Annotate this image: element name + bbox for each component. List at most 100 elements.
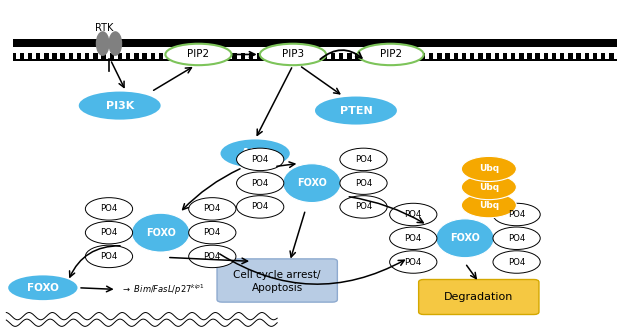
Ellipse shape — [389, 203, 437, 226]
Bar — [253, 47, 257, 59]
Ellipse shape — [85, 245, 133, 268]
Bar — [327, 47, 331, 59]
Ellipse shape — [165, 44, 231, 65]
Ellipse shape — [189, 221, 236, 244]
Text: PO4: PO4 — [100, 252, 118, 261]
Bar — [458, 47, 462, 59]
Text: PO4: PO4 — [404, 257, 422, 267]
Text: Ubq: Ubq — [479, 182, 499, 192]
Text: Ubq: Ubq — [479, 201, 499, 210]
Ellipse shape — [189, 198, 236, 220]
Bar — [597, 47, 601, 59]
Bar — [16, 47, 20, 59]
Text: FOXO: FOXO — [146, 228, 176, 238]
Bar — [425, 47, 429, 59]
Bar — [40, 47, 44, 59]
Ellipse shape — [85, 221, 133, 244]
Text: PO4: PO4 — [203, 204, 221, 214]
Bar — [286, 47, 290, 59]
Bar — [589, 47, 593, 59]
Bar — [302, 47, 306, 59]
Bar — [65, 47, 69, 59]
Bar — [229, 47, 232, 59]
Bar — [270, 47, 273, 59]
Bar — [13, 39, 617, 47]
Text: PO4: PO4 — [508, 257, 525, 267]
Bar — [212, 47, 216, 59]
Bar — [417, 47, 421, 59]
Bar — [278, 47, 282, 59]
Text: FOXO: FOXO — [450, 233, 480, 243]
Bar — [368, 47, 372, 59]
Text: PO4: PO4 — [508, 234, 525, 243]
Text: PO4: PO4 — [100, 204, 118, 214]
Bar — [491, 47, 495, 59]
Bar — [180, 47, 183, 59]
Ellipse shape — [96, 31, 110, 56]
Ellipse shape — [85, 198, 133, 220]
Text: PIP2: PIP2 — [379, 50, 402, 59]
Bar — [163, 47, 167, 59]
Ellipse shape — [461, 156, 517, 182]
Text: PO4: PO4 — [251, 202, 269, 212]
Ellipse shape — [493, 203, 541, 226]
Bar — [499, 47, 503, 59]
Bar — [474, 47, 478, 59]
Ellipse shape — [389, 227, 437, 249]
Ellipse shape — [340, 196, 387, 218]
Text: PIP3: PIP3 — [282, 50, 304, 59]
Bar — [122, 47, 126, 59]
Bar — [524, 47, 527, 59]
Text: PO4: PO4 — [404, 234, 422, 243]
Text: PO4: PO4 — [508, 210, 525, 219]
Ellipse shape — [358, 44, 423, 65]
Bar — [556, 47, 560, 59]
Bar — [376, 47, 380, 59]
Bar — [515, 47, 519, 59]
Text: PI3K: PI3K — [106, 101, 134, 111]
Text: Cell cycle arrest/: Cell cycle arrest/ — [234, 270, 321, 280]
Bar — [237, 47, 241, 59]
Bar — [171, 47, 175, 59]
Text: Apoptosis: Apoptosis — [251, 283, 303, 293]
Bar — [89, 47, 93, 59]
Bar — [507, 47, 511, 59]
Bar — [98, 47, 101, 59]
Bar — [409, 47, 413, 59]
Bar — [605, 47, 609, 59]
Text: PO4: PO4 — [355, 179, 372, 188]
Ellipse shape — [8, 275, 77, 300]
Ellipse shape — [315, 96, 397, 125]
Bar — [220, 47, 224, 59]
Bar — [581, 47, 585, 59]
Bar — [24, 47, 28, 59]
Bar — [188, 47, 192, 59]
Bar — [392, 47, 396, 59]
Ellipse shape — [189, 245, 236, 268]
Text: PO4: PO4 — [100, 228, 118, 237]
Ellipse shape — [436, 219, 494, 258]
Text: PIP2: PIP2 — [187, 50, 210, 59]
Text: PO4: PO4 — [251, 179, 269, 188]
Text: Ubq: Ubq — [479, 164, 499, 174]
Text: PTEN: PTEN — [340, 106, 372, 116]
Bar — [352, 47, 355, 59]
Bar — [384, 47, 388, 59]
Ellipse shape — [340, 148, 387, 171]
Bar — [155, 47, 159, 59]
Ellipse shape — [260, 44, 326, 65]
FancyBboxPatch shape — [217, 259, 338, 302]
Bar — [57, 47, 60, 59]
Bar — [130, 47, 134, 59]
Bar — [450, 47, 454, 59]
Ellipse shape — [340, 172, 387, 194]
Bar — [442, 47, 445, 59]
Ellipse shape — [461, 193, 517, 218]
Ellipse shape — [461, 175, 517, 200]
Bar — [466, 47, 470, 59]
Bar — [548, 47, 552, 59]
Ellipse shape — [108, 31, 122, 56]
Ellipse shape — [493, 251, 541, 273]
Bar — [294, 47, 298, 59]
Bar — [114, 47, 118, 59]
